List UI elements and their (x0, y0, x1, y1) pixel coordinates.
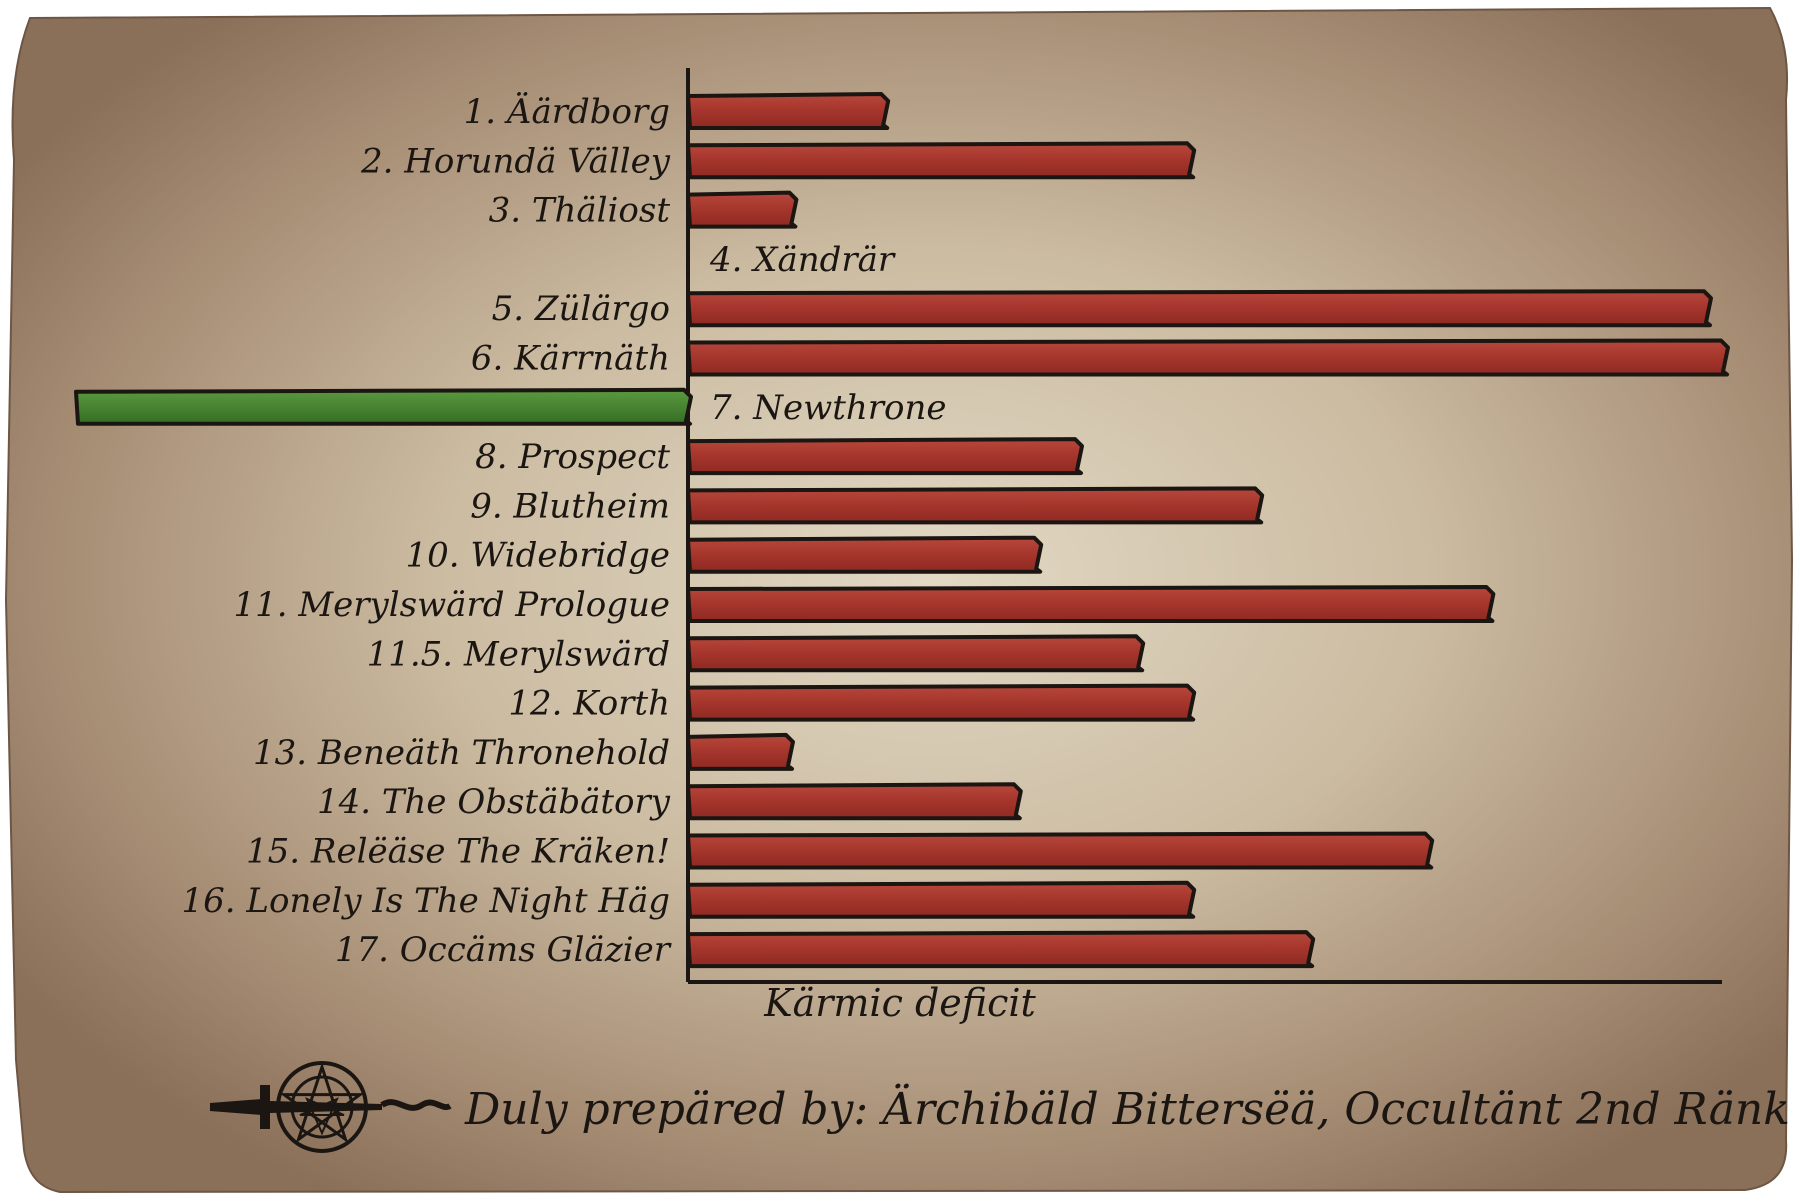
bar-14 (686, 732, 795, 771)
category-labels-group: 1. Äärdborg 2. Horundä Välley 3. Thäliost 4… (182, 92, 947, 970)
category-label-11: 11. Merylswärd Prologue (233, 585, 670, 625)
bar-15 (686, 782, 1023, 821)
bars-group (74, 92, 1730, 969)
bar-2 (686, 141, 1197, 180)
category-label-4: 4. Xändrär (709, 240, 896, 280)
bar-7 (74, 387, 693, 426)
bar-13 (686, 683, 1197, 722)
category-label-8: 8. Prospect (475, 437, 670, 477)
bar-3 (686, 190, 799, 229)
category-label-16: 15. Relëäse The Kräken! (246, 832, 670, 872)
category-label-1: 1. Äärdborg (464, 92, 670, 132)
bar-18 (686, 930, 1316, 969)
category-label-17: 16. Lonely Is The Night Häg (182, 881, 670, 921)
dagger-knot-emblem-icon (210, 1061, 452, 1153)
category-label-18: 17. Occäms Gläzier (335, 930, 672, 970)
category-label-5: 5. Zülärgo (492, 289, 670, 329)
bar-6 (686, 338, 1730, 377)
bar-11 (686, 585, 1496, 623)
bar-10 (686, 535, 1044, 574)
category-label-10: 10. Widebridge (405, 536, 670, 576)
bar-8 (686, 437, 1084, 476)
category-label-14: 13. Beneäth Thronehold (253, 733, 670, 773)
bar-1 (686, 92, 891, 130)
category-label-2: 2. Horundä Välley (360, 141, 671, 181)
category-label-12: 11.5. Merylswärd (367, 634, 670, 674)
bar-5 (686, 289, 1713, 328)
category-label-6: 6. Kärrnäth (471, 339, 670, 379)
category-label-7: 7. Newthrone (710, 388, 947, 428)
bar-17 (686, 880, 1197, 919)
category-label-9: 9. Blutheim (470, 486, 670, 526)
x-axis-label: Kärmic deficit (763, 981, 1036, 1025)
category-label-3: 3. Thäliost (489, 191, 671, 231)
prepared-by-signature: Duly prepäred by: Ärchibäld Bittersëä, O… (464, 1082, 1790, 1135)
category-label-15: 14. The Obstäbätory (317, 782, 671, 822)
bar-12 (686, 634, 1146, 673)
bar-9 (686, 486, 1265, 525)
bar-16 (686, 831, 1435, 870)
category-label-13: 12. Korth (508, 684, 670, 724)
